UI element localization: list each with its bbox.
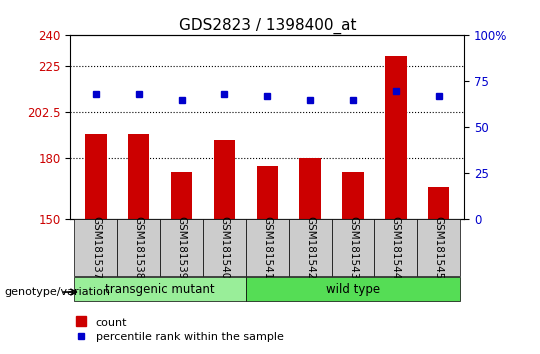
Bar bbox=[128, 133, 150, 219]
FancyBboxPatch shape bbox=[374, 219, 417, 276]
FancyBboxPatch shape bbox=[117, 219, 160, 276]
Bar bbox=[171, 172, 192, 219]
Bar bbox=[85, 133, 106, 219]
Text: GSM181542: GSM181542 bbox=[305, 216, 315, 280]
Bar bbox=[214, 140, 235, 219]
Text: transgenic mutant: transgenic mutant bbox=[105, 283, 215, 296]
Text: GSM181538: GSM181538 bbox=[134, 216, 144, 280]
Text: GSM181537: GSM181537 bbox=[91, 216, 101, 280]
FancyBboxPatch shape bbox=[332, 219, 374, 276]
Bar bbox=[385, 56, 407, 219]
FancyBboxPatch shape bbox=[75, 219, 117, 276]
FancyBboxPatch shape bbox=[289, 219, 332, 276]
Bar bbox=[428, 187, 449, 219]
Text: GSM181545: GSM181545 bbox=[434, 216, 444, 280]
FancyBboxPatch shape bbox=[246, 278, 460, 301]
FancyBboxPatch shape bbox=[246, 219, 289, 276]
FancyBboxPatch shape bbox=[203, 219, 246, 276]
Bar bbox=[256, 166, 278, 219]
Bar bbox=[300, 158, 321, 219]
FancyBboxPatch shape bbox=[160, 219, 203, 276]
Title: GDS2823 / 1398400_at: GDS2823 / 1398400_at bbox=[179, 18, 356, 34]
Text: GSM181544: GSM181544 bbox=[391, 216, 401, 280]
FancyBboxPatch shape bbox=[75, 278, 246, 301]
Bar bbox=[342, 172, 364, 219]
Text: wild type: wild type bbox=[326, 283, 380, 296]
Text: GSM181541: GSM181541 bbox=[262, 216, 272, 280]
FancyBboxPatch shape bbox=[417, 219, 460, 276]
Text: GSM181543: GSM181543 bbox=[348, 216, 358, 280]
Text: genotype/variation: genotype/variation bbox=[4, 287, 110, 297]
Legend: count, percentile rank within the sample: count, percentile rank within the sample bbox=[76, 317, 284, 342]
Text: GSM181540: GSM181540 bbox=[219, 216, 230, 279]
Text: GSM181539: GSM181539 bbox=[177, 216, 187, 280]
